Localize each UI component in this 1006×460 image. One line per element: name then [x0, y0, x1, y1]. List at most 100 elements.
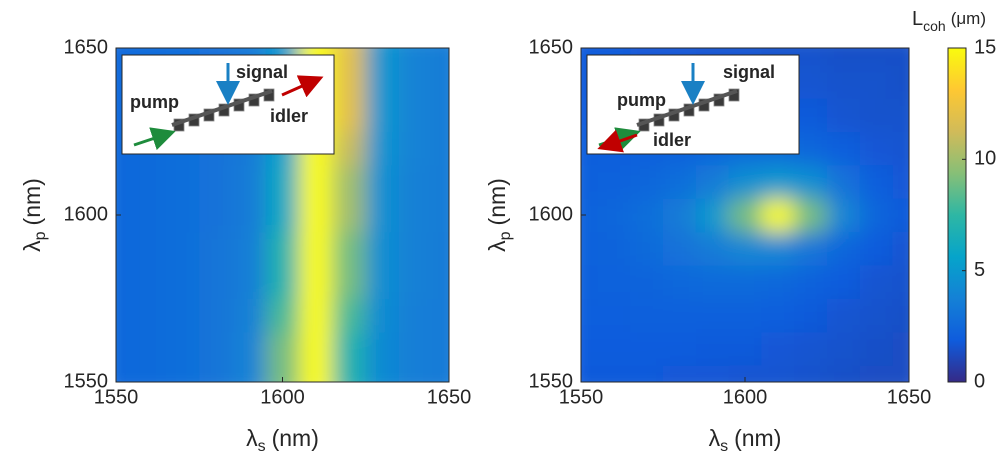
heatmap-cell [892, 98, 909, 132]
heatmap-cell [728, 331, 762, 366]
heatmap-cell [365, 331, 400, 366]
heatmap-cell [432, 331, 449, 366]
heatmap-cell [399, 98, 433, 132]
heatmap-cell [761, 198, 795, 233]
heatmap-cell [365, 265, 400, 299]
y-tick-label: 1650 [64, 36, 109, 58]
heatmap-cell [165, 298, 200, 333]
heatmap-cell [794, 48, 828, 66]
heatmap-cell [761, 231, 795, 266]
heatmap-cell [859, 198, 894, 233]
label-subscript: s [258, 438, 266, 455]
heatmap-cell [581, 265, 598, 299]
heatmap-cell [892, 164, 909, 199]
x-tick-label: 1600 [723, 386, 768, 408]
heatmap-cell [399, 198, 433, 233]
heatmap-cell [827, 231, 861, 266]
heatmap-cell [265, 365, 300, 382]
heatmap-cell [892, 298, 909, 333]
axis-label: λs (nm) [709, 425, 782, 455]
heatmap-cell [332, 365, 367, 382]
heatmap-cell [794, 265, 828, 299]
heatmap-cell [432, 164, 449, 199]
heatmap-cell [597, 365, 631, 382]
label-symbol: λ [19, 240, 45, 252]
heatmap-cell [794, 298, 828, 333]
heatmap-cell [581, 331, 598, 366]
annotation: signal [236, 62, 288, 82]
heatmap-cell [265, 231, 300, 266]
heatmap-cell [761, 265, 795, 299]
heatmap-cell [695, 365, 730, 382]
heatmap-cell [892, 131, 909, 166]
heatmap-cell [232, 298, 267, 333]
inset: pump signal idler [586, 54, 800, 155]
heatmap-cell [663, 265, 697, 299]
heatmap-cell [116, 298, 134, 333]
heatmap-cell [794, 131, 828, 166]
annotation: pump [617, 90, 666, 110]
annotation: idler [270, 106, 308, 126]
heatmap-cell [265, 198, 300, 233]
heatmap-cell [597, 164, 631, 199]
colorbar-tick-label: 10 [974, 148, 996, 170]
heatmap-cell [859, 131, 894, 166]
colorbar-tick-label: 0 [974, 370, 985, 392]
heatmap-cell [892, 64, 909, 99]
heatmap-cell [695, 198, 730, 233]
heatmap-cell [859, 265, 894, 299]
annotation: idler [653, 130, 691, 150]
heatmap-cell [199, 231, 234, 266]
heatmap-cell [663, 298, 697, 333]
colorbar-tick-label: 5 [974, 259, 985, 281]
heatmap-cell [299, 365, 333, 382]
heatmap-cell [892, 365, 909, 382]
heatmap-cell [165, 198, 200, 233]
heatmap-cell [794, 231, 828, 266]
heatmap-cell [299, 164, 333, 199]
heatmap-cell [132, 231, 167, 266]
label-subscript: coh [923, 18, 946, 34]
heatmap-cell [892, 331, 909, 366]
heatmap-cell [794, 64, 828, 99]
label-symbol: λ [709, 425, 721, 451]
heatmap-cell [232, 164, 267, 199]
heatmap-cell [859, 48, 894, 66]
heatmap-cell [695, 231, 730, 266]
x-tick-label: 1550 [559, 386, 604, 408]
heatmap-cell [581, 365, 598, 382]
colorbar-tick-label: 15 [974, 36, 996, 58]
heatmap-cell [827, 164, 861, 199]
heatmap-cell [232, 365, 267, 382]
heatmap-cell [365, 231, 400, 266]
heatmap-cell [432, 231, 449, 266]
heatmap-cell [299, 198, 333, 233]
heatmap-cell [728, 265, 762, 299]
heatmap-cell [199, 298, 234, 333]
heatmap-cell [299, 298, 333, 333]
heatmap-cell [165, 164, 200, 199]
heatmap-cell [827, 64, 861, 99]
heatmap-cell [728, 231, 762, 266]
heatmap-cell [232, 231, 267, 266]
heatmap-cell [132, 198, 167, 233]
heatmap-cell [365, 164, 400, 199]
heatmap-cell [299, 265, 333, 299]
heatmap-cell [199, 164, 234, 199]
waveguide-core [636, 89, 738, 127]
heatmap-cell [761, 331, 795, 366]
heatmap-cell [165, 365, 200, 382]
heatmap-cell [332, 131, 367, 166]
annotation: signal [723, 62, 775, 82]
heatmap-cell [165, 331, 200, 366]
heatmap-cell [132, 265, 167, 299]
heatmap-cell [663, 164, 697, 199]
heatmap-cell [728, 365, 762, 382]
label-unit: (nm) [734, 425, 781, 451]
heatmap-cell [859, 64, 894, 99]
heatmap-cell [728, 198, 762, 233]
x-tick-label: 1600 [260, 386, 305, 408]
heatmap-cell [365, 198, 400, 233]
heatmap-cell [794, 98, 828, 132]
annotation: pump [130, 92, 179, 112]
